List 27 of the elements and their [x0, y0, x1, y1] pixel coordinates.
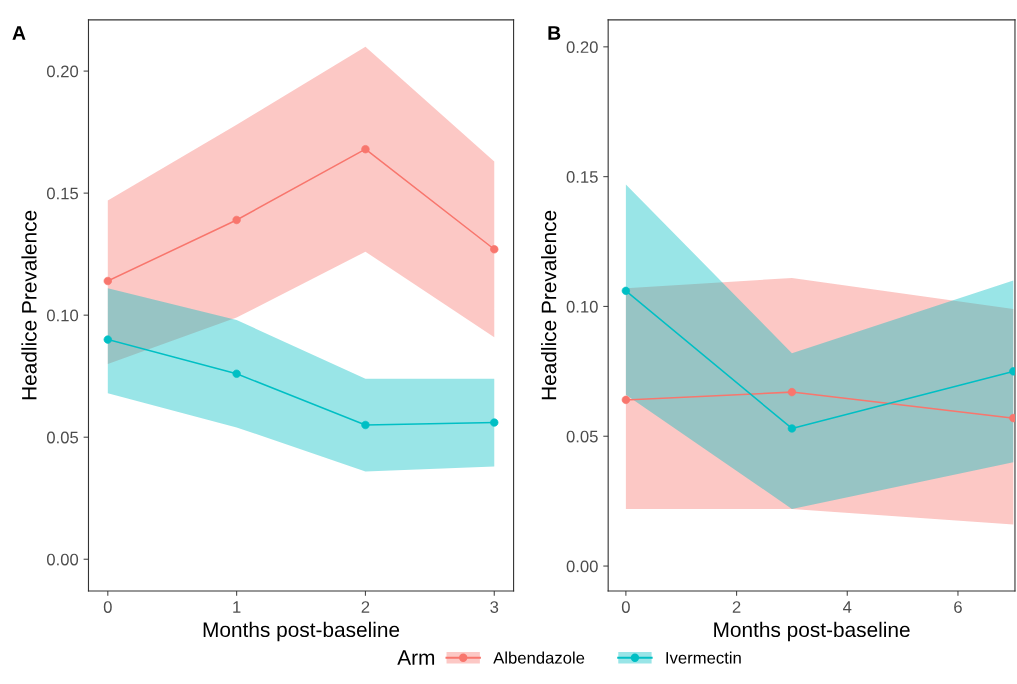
chart-title: B — [548, 26, 561, 40]
chart-title: A — [12, 26, 26, 40]
y-tick-label: 0.10 — [46, 309, 79, 322]
y-tick-label: 0.00 — [566, 560, 598, 573]
legend-label: Albendazole — [493, 651, 585, 664]
y-tick-label: 0.00 — [46, 553, 79, 566]
x-axis-title: Months post-baseline — [203, 621, 400, 642]
y-tick-label: 0.05 — [566, 430, 598, 443]
x-tick-label: 6 — [954, 601, 962, 613]
y-tick-label: 0.10 — [566, 300, 598, 313]
x-tick-label: 2 — [361, 601, 370, 613]
x-axis-title: Months post-baseline — [714, 621, 910, 642]
y-axis-title: Headlice Prevalence — [541, 210, 557, 400]
y-tick-label: 0.20 — [566, 41, 598, 54]
x-tick-label: 1 — [233, 601, 241, 613]
y-tick-label: 0.15 — [566, 171, 598, 183]
y-tick-label: 0.05 — [46, 431, 79, 444]
x-tick-label: 4 — [843, 601, 852, 613]
x-tick-label: 0 — [103, 601, 112, 613]
x-tick-label: 0 — [621, 601, 630, 613]
y-tick-label: 0.20 — [46, 65, 79, 78]
legend-title: Arm — [397, 650, 435, 665]
legend-label: Ivermectin — [666, 651, 741, 664]
y-axis-title: Headlice Prevalence — [21, 210, 37, 400]
x-tick-label: 3 — [490, 601, 499, 613]
y-tick-label: 0.15 — [46, 187, 79, 200]
x-tick-label: 2 — [732, 601, 741, 613]
